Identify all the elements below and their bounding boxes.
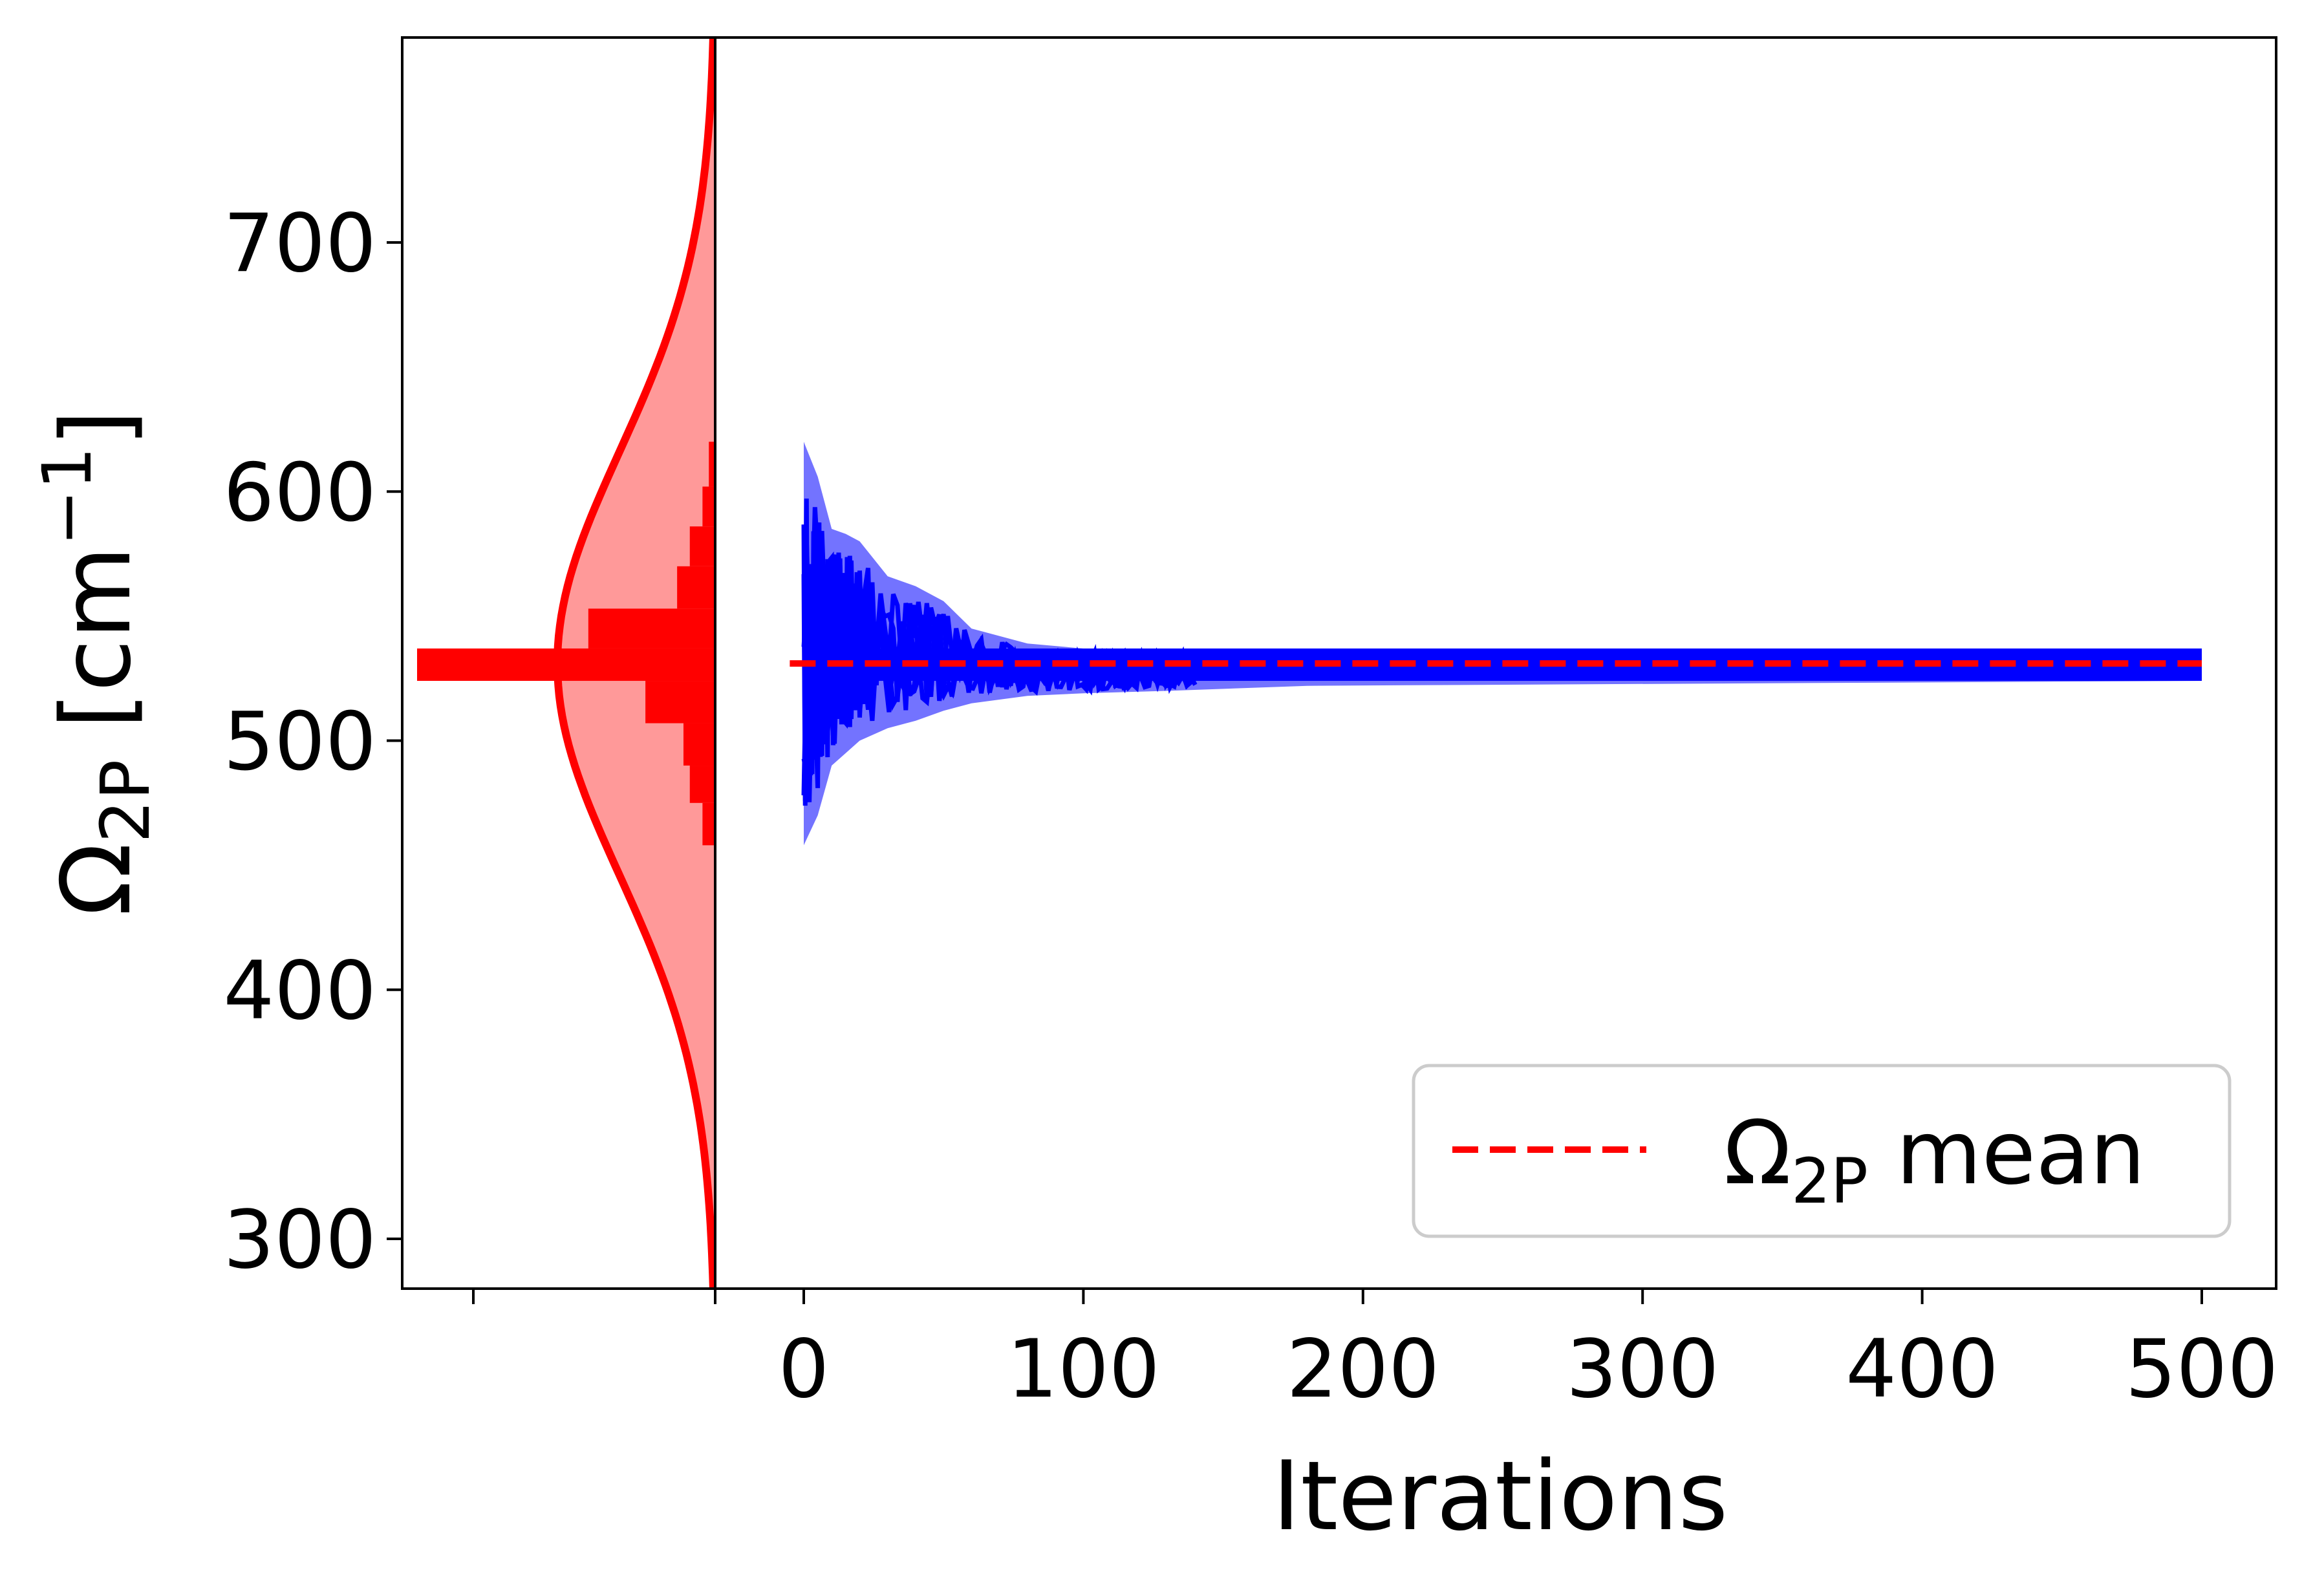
- legend-label-mean: Ω2P mean: [1724, 1102, 2146, 1218]
- x-axis-label: Iterations: [1273, 1441, 1728, 1552]
- y-tick-label-500: 500: [223, 696, 376, 789]
- histogram-bar-2: [683, 723, 715, 766]
- y-axis-label: Ω2P [cm−1]: [28, 409, 165, 916]
- y-tick-label-300: 300: [223, 1194, 376, 1287]
- y-tick-label-600: 600: [223, 446, 376, 539]
- histogram-bar-3: [645, 681, 715, 724]
- histogram-bar-5: [588, 608, 715, 649]
- y-axis: 300 400 500 600 700: [223, 197, 402, 1287]
- histogram-bar-9: [709, 442, 715, 487]
- x-tick-label-300: 300: [1566, 1323, 1719, 1416]
- histogram-bar-0: [702, 802, 715, 846]
- x-tick-label-100: 100: [1007, 1323, 1160, 1416]
- histogram-bar-4: [417, 648, 715, 681]
- legend: Ω2P mean: [1412, 1064, 2232, 1238]
- gaussian-curve: [553, 38, 715, 1289]
- histogram-bar-7: [689, 526, 715, 566]
- x-tick-label-200: 200: [1286, 1323, 1439, 1416]
- y-tick-label-400: 400: [223, 945, 376, 1038]
- plot-frame: [401, 36, 2277, 1290]
- x-axis: 0 100 200 300 400 500: [472, 1289, 2279, 1416]
- histogram-bar-1: [689, 766, 715, 803]
- histogram-bar-8: [702, 486, 715, 527]
- legend-box: [1412, 1064, 2232, 1238]
- x-tick-label-500: 500: [2125, 1323, 2279, 1416]
- x-tick-label-0: 0: [779, 1323, 830, 1416]
- y-tick-label-700: 700: [223, 197, 376, 290]
- x-tick-label-400: 400: [1845, 1323, 1999, 1416]
- marginal-distribution: [417, 38, 715, 1289]
- histogram-bar-6: [677, 566, 715, 609]
